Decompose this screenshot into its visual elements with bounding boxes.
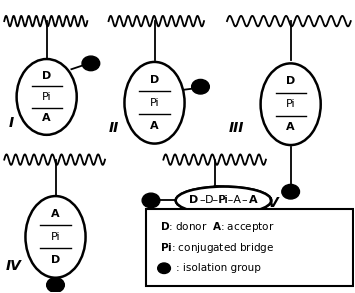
Text: A: A	[249, 195, 258, 205]
Text: Pi: Pi	[42, 92, 51, 102]
Ellipse shape	[261, 63, 321, 145]
Circle shape	[82, 56, 100, 71]
Text: A: A	[42, 113, 51, 123]
Text: V: V	[268, 196, 278, 210]
Text: Pi: Pi	[286, 99, 295, 109]
Text: III: III	[229, 120, 244, 134]
Text: D: D	[150, 75, 159, 85]
Text: I: I	[9, 116, 13, 130]
Text: –: –	[200, 195, 206, 205]
Text: II: II	[109, 120, 119, 134]
Circle shape	[158, 263, 170, 273]
FancyBboxPatch shape	[146, 209, 353, 287]
Text: : isolation group: : isolation group	[176, 263, 261, 273]
Text: D: D	[51, 255, 60, 265]
Ellipse shape	[125, 62, 185, 144]
Ellipse shape	[17, 59, 77, 135]
Text: –: –	[241, 195, 247, 205]
Text: $\mathbf{D}$: donor  $\mathbf{A}$: acceptor: $\mathbf{D}$: donor $\mathbf{A}$: accept…	[160, 220, 274, 234]
Text: A: A	[51, 209, 60, 219]
Text: IV: IV	[6, 259, 22, 273]
Text: A: A	[286, 122, 295, 132]
Text: $\mathbf{Pi}$: conjugated bridge: $\mathbf{Pi}$: conjugated bridge	[160, 241, 274, 255]
Ellipse shape	[26, 196, 86, 278]
Circle shape	[142, 193, 160, 208]
Circle shape	[47, 278, 64, 292]
Ellipse shape	[176, 187, 271, 214]
Text: D: D	[189, 195, 198, 205]
Text: A: A	[150, 121, 159, 131]
Text: Pi: Pi	[51, 232, 60, 242]
Circle shape	[282, 184, 300, 199]
Ellipse shape	[176, 187, 271, 214]
Text: D: D	[286, 76, 295, 86]
Circle shape	[192, 79, 209, 94]
Text: Pi: Pi	[219, 195, 228, 205]
Text: D–Pi–A: D–Pi–A	[205, 195, 242, 205]
Text: D: D	[42, 71, 51, 81]
Text: Pi: Pi	[150, 98, 159, 108]
